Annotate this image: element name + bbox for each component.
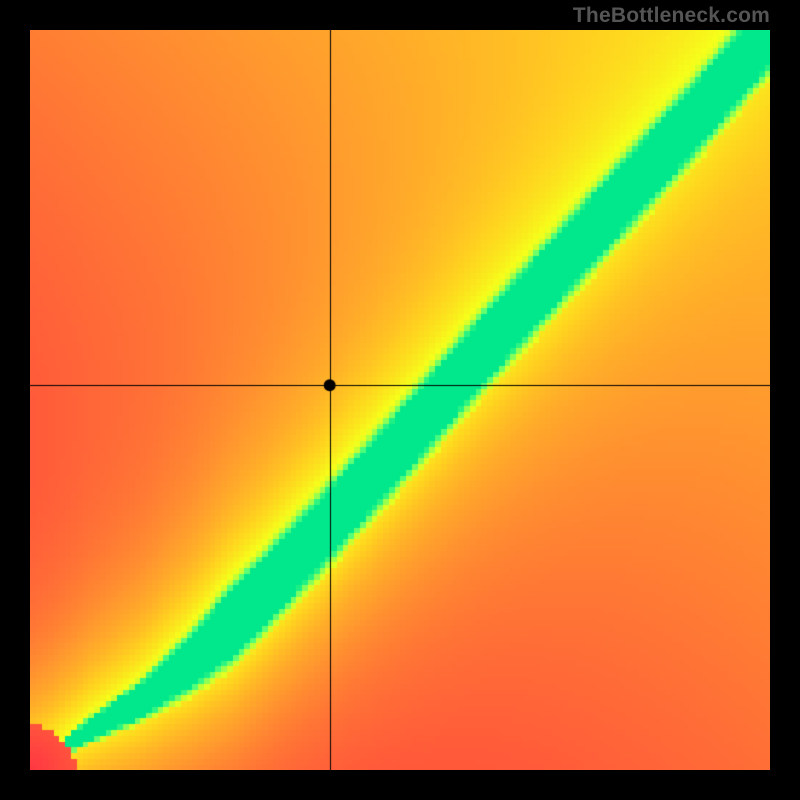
bottleneck-heatmap: [30, 30, 770, 770]
chart-container: { "watermark": { "text": "TheBottleneck.…: [0, 0, 800, 800]
watermark-text: TheBottleneck.com: [573, 4, 770, 28]
